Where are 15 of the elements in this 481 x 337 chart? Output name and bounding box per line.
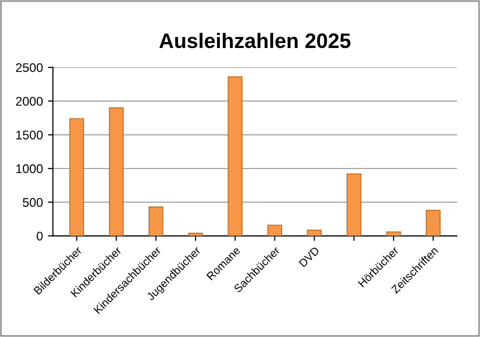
y-tick-label: 1500 (16, 130, 43, 140)
bar (267, 224, 282, 236)
y-tick-label: 500 (22, 198, 43, 207)
y-tick-label: 2500 (16, 63, 43, 72)
bar (148, 206, 164, 236)
bar (228, 76, 242, 236)
bar (386, 231, 401, 236)
bar (346, 173, 362, 236)
bar (69, 118, 84, 236)
y-tick-label: 1000 (16, 164, 43, 174)
bar (108, 107, 124, 236)
y-tick-label: 2000 (16, 96, 43, 106)
bar (426, 210, 441, 236)
y-tick-label: 0 (36, 232, 43, 241)
chart-title: Ausleihzahlen 2025 (159, 32, 350, 48)
